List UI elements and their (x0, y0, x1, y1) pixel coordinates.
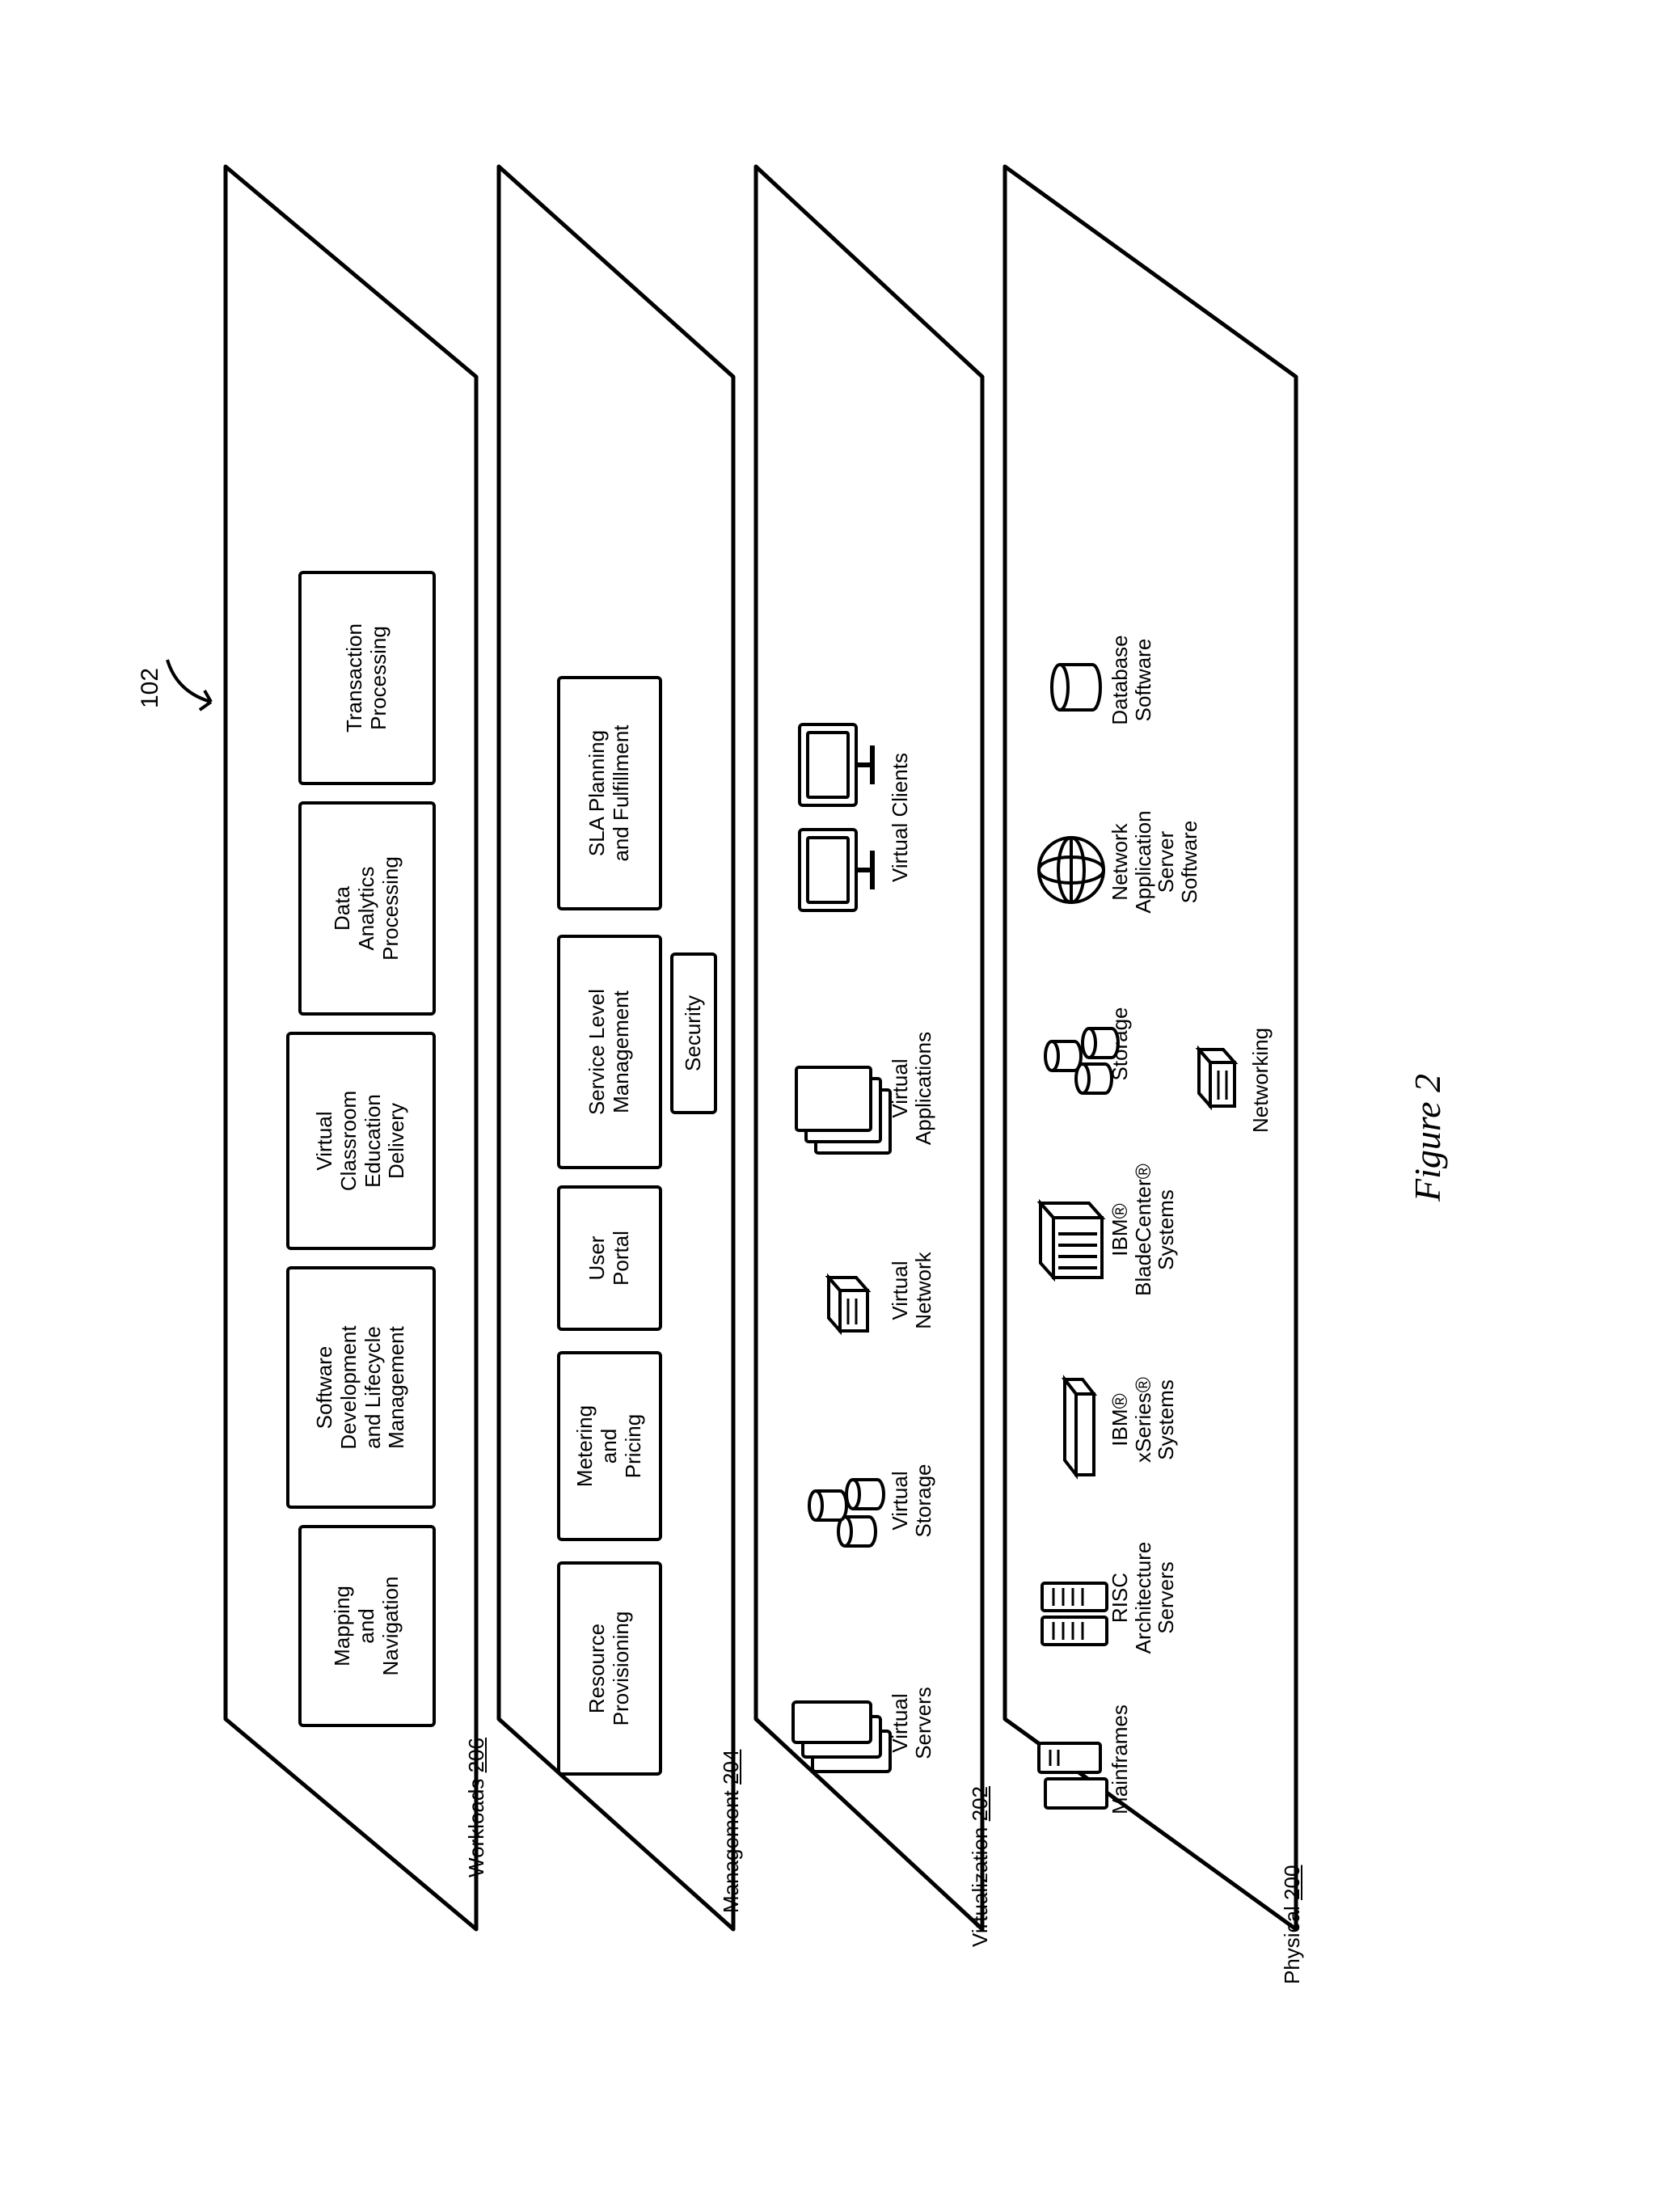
workloads-box-4: TransactionProcessing (298, 571, 436, 785)
virtual-network-icon (816, 1258, 889, 1347)
virtualization-label-1: VirtualStorage (889, 1428, 935, 1573)
ref-number: 102 (137, 668, 164, 708)
virtualization-label-3: VirtualApplications (889, 999, 935, 1177)
virtualization-label-2: VirtualNetwork (889, 1218, 935, 1363)
physical-label-2: IBM®xSeries®Systems (1108, 1339, 1178, 1501)
virtualization-label-4: Virtual Clients (889, 712, 912, 923)
physical-layer-label: Physical 200 (1280, 1865, 1305, 1984)
virtualization-label-0: VirtualServers (889, 1650, 935, 1796)
virtual-storage-icon (800, 1436, 897, 1557)
bladecenter-icon (1034, 1185, 1115, 1290)
management-box-1: MeteringandPricing (557, 1351, 662, 1541)
figure-label: Figure 2 (1406, 1074, 1449, 1202)
workloads-layer-label: Workloads 206 (464, 1738, 489, 1877)
management-layer-label: Management 204 (719, 1750, 744, 1913)
management-box-4: SLA Planningand Fulfillment (557, 676, 662, 910)
virtual-servers-icon (791, 1666, 897, 1780)
workloads-box-0: MappingandNavigation (298, 1525, 436, 1727)
physical-label-3: IBM®BladeCenter®Systems (1108, 1137, 1178, 1323)
physical-label-4: Storage (1108, 975, 1132, 1113)
security-box: Security (670, 952, 717, 1114)
workloads-box-3: DataAnalyticsProcessing (298, 801, 436, 1016)
mainframes-icon (1034, 1719, 1115, 1816)
physical-label-6: DatabaseSoftware (1108, 603, 1154, 757)
virtual-clients-icon (791, 708, 897, 919)
management-box-0: ResourceProvisioning (557, 1561, 662, 1776)
workloads-box-2: VirtualClassroomEducationDelivery (286, 1032, 436, 1250)
risc-servers-icon (1034, 1557, 1115, 1654)
virtual-applications-icon (791, 1048, 897, 1161)
database-icon (1044, 644, 1116, 724)
physical-label-1: RISCArchitectureServers (1108, 1517, 1178, 1679)
management-box-2: UserPortal (557, 1185, 662, 1331)
virtualization-layer-label: Virtualization 202 (968, 1786, 993, 1947)
xseries-icon (1058, 1363, 1115, 1485)
workloads-box-1: SoftwareDevelopmentand LifecycleManageme… (286, 1266, 436, 1509)
management-box-3: Service LevelManagement (557, 935, 662, 1169)
ref-arrow (161, 644, 234, 716)
networking-icon (1188, 1032, 1252, 1121)
network-app-server-icon (1034, 822, 1115, 910)
physical-label-0: Mainframes (1108, 1679, 1132, 1840)
physical-label-5: NetworkApplicationServerSoftware (1108, 773, 1201, 951)
networking-label: Networking (1249, 999, 1273, 1161)
